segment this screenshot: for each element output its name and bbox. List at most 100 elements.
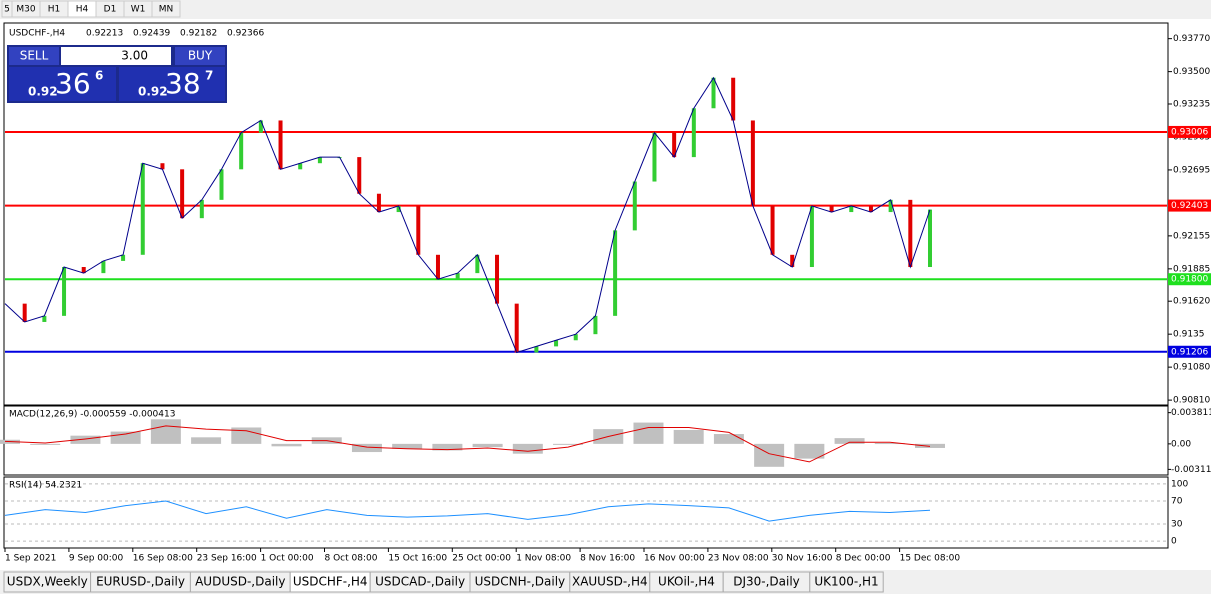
ask-big: 0.92 [138, 85, 168, 99]
y-tick-label: -0.003115 [1171, 465, 1211, 475]
timeframe-label[interactable]: H1 [48, 5, 61, 15]
candle [455, 273, 460, 280]
price-line [4, 76, 931, 354]
sell-button[interactable] [9, 47, 59, 65]
candle [711, 77, 716, 109]
quote-value: 0.92439 [133, 29, 170, 39]
histogram-bar [834, 438, 865, 444]
candle [278, 120, 283, 170]
candle [888, 199, 893, 213]
y-tick-label: 0.9135 [1173, 330, 1205, 340]
candle [495, 254, 500, 304]
y-tick-label: 0.93770 [1173, 34, 1210, 44]
lots[interactable]: 3.00 [121, 49, 148, 63]
tab-label[interactable]: AUDUSD-,Daily [195, 575, 285, 589]
x-tick-label: 16 Nov 00:00 [644, 554, 705, 564]
timeframe-button[interactable] [151, 0, 181, 18]
indicator-title: MACD(12,26,9) -0.000559 -0.000413 [9, 410, 175, 420]
candle [435, 254, 440, 280]
candle [62, 267, 67, 316]
level-tag [1168, 199, 1211, 212]
candle [731, 77, 736, 121]
candle [396, 205, 401, 213]
candle [770, 205, 775, 255]
y-tick-label: 0.91620 [1173, 297, 1210, 307]
tab-label[interactable]: USDCAD-,Daily [375, 575, 465, 589]
x-tick-label: 1 Oct 00:00 [261, 554, 314, 564]
histogram-bar [150, 419, 181, 444]
candle [750, 120, 755, 206]
candle [199, 199, 204, 219]
quote-value: 0.92182 [180, 29, 217, 39]
histogram-bar [191, 437, 222, 444]
tab-label[interactable]: UKOil-,H4 [658, 575, 715, 589]
level-tag [1168, 345, 1211, 358]
candle [849, 205, 854, 213]
x-tick-label: 25 Oct 00:00 [452, 554, 511, 564]
candle [908, 199, 913, 268]
candle [928, 209, 932, 268]
tab-label[interactable]: USDCHF-,H4 [293, 575, 368, 589]
indicator-title: RSI(14) 54.2321 [9, 481, 82, 491]
y-tick-label: 70 [1171, 497, 1183, 507]
quote-value: 0.92366 [227, 29, 264, 39]
histogram-bar [633, 422, 664, 444]
x-tick-label: 30 Nov 16:00 [772, 554, 833, 564]
x-tick-label: 16 Sep 08:00 [133, 554, 193, 564]
y-tick-label: 0 [1171, 537, 1177, 547]
candle [672, 132, 677, 158]
candle [829, 205, 834, 213]
ask-main: 38 [165, 67, 201, 100]
candle [573, 334, 578, 341]
histogram-bar [30, 443, 61, 445]
candle [376, 193, 381, 213]
x-tick-label: 8 Nov 16:00 [580, 554, 635, 564]
buy-label[interactable]: BUY [188, 49, 213, 63]
level-label: 0.91206 [1171, 347, 1208, 357]
buy-button[interactable] [175, 47, 225, 65]
histogram-bar [110, 431, 141, 444]
tab[interactable] [809, 571, 884, 593]
lots-box[interactable] [61, 47, 171, 65]
candle [416, 205, 421, 255]
histogram-bar [512, 443, 543, 454]
histogram-bar [351, 443, 382, 453]
candle [534, 346, 539, 353]
candle [121, 254, 126, 261]
candle [357, 157, 362, 194]
histogram-bar [874, 443, 905, 445]
tab-label[interactable]: USDX,Weekly [7, 575, 88, 589]
trade-panel: SELL 3.00 BUY 0.92 36 6 0.92 38 7 [7, 45, 227, 103]
timeframe-label[interactable]: D1 [104, 5, 117, 15]
candle [258, 120, 263, 133]
tab-label[interactable]: XAUUSD-,H4 [572, 575, 648, 589]
sell-label[interactable]: SELL [20, 49, 49, 63]
timeframe-label[interactable]: M30 [16, 5, 35, 15]
timeframe-label[interactable]: MN [159, 5, 174, 15]
tab-label[interactable]: USDCNH-,Daily [475, 575, 566, 589]
timeframe-label[interactable]: 5 [4, 5, 10, 15]
histogram-bar [432, 443, 463, 451]
x-tick-label: 1 Sep 2021 [5, 554, 56, 564]
candle [42, 315, 47, 322]
histogram-bar [794, 443, 825, 459]
tab-label[interactable]: DJ30-,Daily [733, 575, 800, 589]
candle [219, 169, 224, 200]
candle [632, 181, 637, 231]
x-tick-label: 23 Sep 16:00 [197, 554, 257, 564]
candle [514, 303, 519, 353]
x-tick-label: 23 Nov 08:00 [708, 554, 769, 564]
tab-label[interactable]: UK100-,H1 [814, 575, 878, 589]
timeframe-label[interactable]: W1 [131, 5, 146, 15]
y-tick-label: 0.003811 [1171, 408, 1211, 418]
y-tick-label: 0.00 [1171, 439, 1191, 449]
tab-label[interactable]: EURUSD-,Daily [96, 575, 185, 589]
y-tick-label: 0.90810 [1173, 396, 1210, 406]
candle [140, 163, 145, 255]
candle [317, 157, 322, 164]
y-tick-label: 0.92695 [1173, 165, 1210, 175]
chart-title: USDCHF-,H4 [9, 29, 65, 39]
timeframe-label[interactable]: H4 [76, 5, 89, 15]
